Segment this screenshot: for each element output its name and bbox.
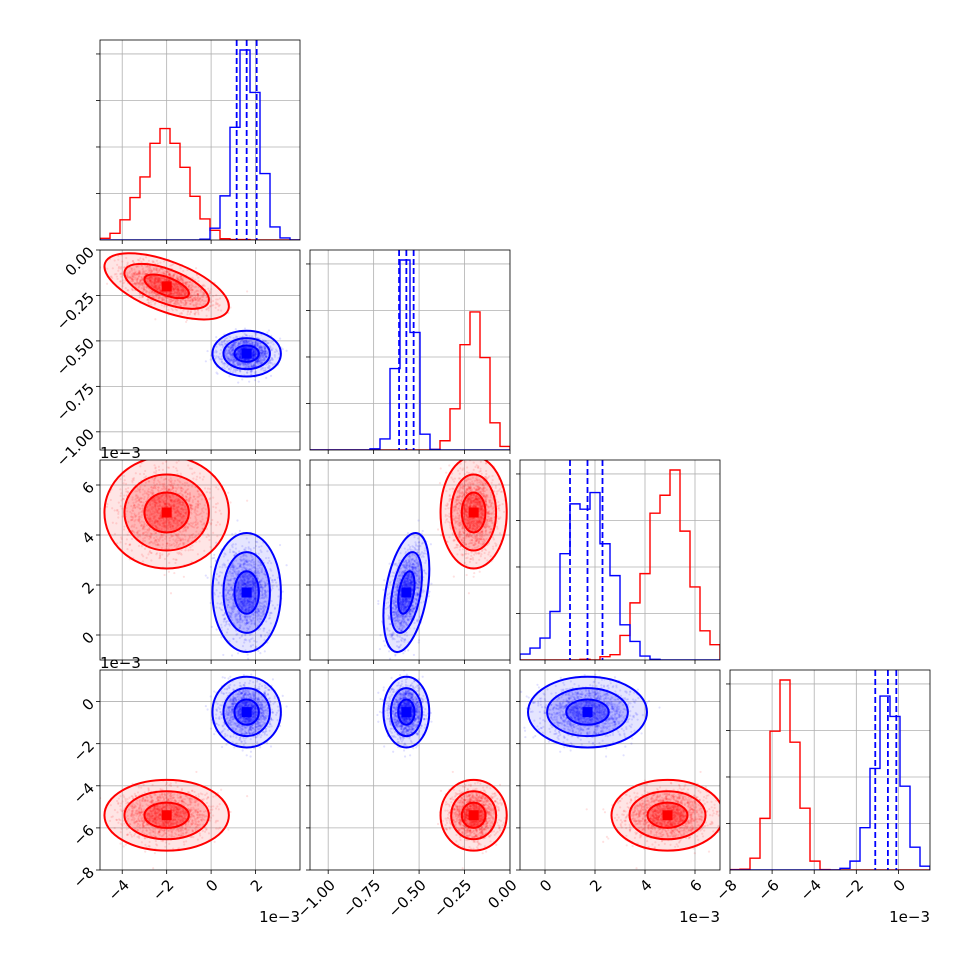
x-tick-label: −1.00 [294, 876, 339, 921]
y-offset-label: 1e−3 [100, 444, 141, 462]
y-tick-label: −4 [70, 779, 98, 807]
scatter-series-1 [520, 670, 661, 758]
x-offset-label: 1e−3 [259, 908, 300, 926]
y-tick-label: −0.25 [53, 289, 98, 334]
panel-r3-c3: −8 −6 −4 −2 0 1e−3 [712, 669, 931, 926]
y-offset-label: 1e−3 [100, 654, 141, 672]
y-tick-label: 0 [79, 695, 98, 714]
density-peak [241, 348, 252, 359]
axes-frame [519, 669, 721, 871]
x-tick-label: −2 [149, 876, 177, 904]
histogram-series-0 [310, 311, 510, 450]
x-tick-label: 0 [890, 876, 909, 895]
histogram-series-0 [730, 679, 930, 870]
y-tick-label: 2 [79, 578, 98, 597]
x-tick-label: 2 [586, 876, 605, 895]
density-peak [662, 810, 673, 821]
y-tick-label: 6 [79, 478, 98, 497]
x-offset-label: 1e−3 [679, 908, 720, 926]
histogram-series-1 [100, 49, 300, 240]
histogram-series-1 [730, 695, 930, 870]
x-tick-label: 4 [636, 876, 655, 895]
density-peak [241, 587, 252, 598]
axes-frame [729, 669, 931, 871]
x-tick-label: 0 [536, 876, 555, 895]
x-tick-label: −0.50 [385, 876, 430, 921]
x-tick-label: −6 [754, 876, 782, 904]
y-tick-label: 0.00 [62, 243, 98, 279]
x-tick-label: −0.25 [430, 876, 475, 921]
panel-r2-c1 [306, 459, 511, 664]
panel-r2-c0: 0 2 4 61e−3 [79, 444, 301, 664]
axes-frame [99, 249, 301, 451]
histogram-series-0 [520, 469, 720, 660]
scatter-series-0 [100, 253, 249, 324]
density-peak [468, 810, 479, 821]
x-tick-label: −0.75 [339, 876, 384, 921]
density-peak [401, 587, 412, 598]
histogram-series-1 [310, 259, 510, 450]
y-tick-label: −8 [70, 863, 98, 891]
density-peak [582, 707, 593, 718]
axes-frame [309, 459, 511, 661]
x-tick-label: −8 [712, 876, 740, 904]
axes-frame [309, 669, 511, 871]
panel-r3-c2: 0 2 4 6 1e−3 [516, 669, 721, 926]
x-tick-label: −4 [105, 876, 133, 904]
axes-frame [99, 459, 301, 661]
density-peak [161, 507, 172, 518]
axes-frame [99, 39, 301, 241]
density-peak [161, 810, 172, 821]
axes-frame [519, 459, 721, 661]
panel-r2-c2 [516, 459, 721, 664]
density-peak [161, 281, 172, 292]
y-tick-label: 0 [79, 628, 98, 647]
panel-r0-c0 [96, 39, 301, 244]
panel-r3-c1: −1.00 −0.75 −0.50 −0.25 0.00 [294, 669, 521, 921]
panel-r1-c0: −1.00−0.75−0.50−0.25 0.00 [53, 243, 301, 470]
x-tick-label: −4 [797, 876, 825, 904]
y-tick-label: −1.00 [53, 425, 98, 470]
x-tick-label: −2 [839, 876, 867, 904]
axes-frame [309, 249, 511, 451]
density-peak [401, 707, 412, 718]
x-tick-label: 0.00 [484, 876, 520, 912]
histogram-series-1 [520, 491, 720, 660]
y-tick-label: −0.75 [53, 380, 98, 425]
density-peak [241, 707, 252, 718]
x-tick-label: 2 [247, 876, 266, 895]
density-peak [468, 507, 479, 518]
x-tick-label: 6 [686, 876, 705, 895]
panel-r1-c1 [306, 249, 511, 454]
y-tick-label: −0.50 [53, 334, 98, 379]
y-tick-label: 4 [79, 528, 98, 547]
y-tick-label: −6 [70, 821, 98, 849]
y-tick-label: −2 [70, 737, 98, 765]
x-tick-label: 0 [202, 876, 221, 895]
x-offset-label: 1e−3 [889, 908, 930, 926]
axes-frame [99, 669, 301, 871]
scatter-series-0 [100, 460, 249, 595]
